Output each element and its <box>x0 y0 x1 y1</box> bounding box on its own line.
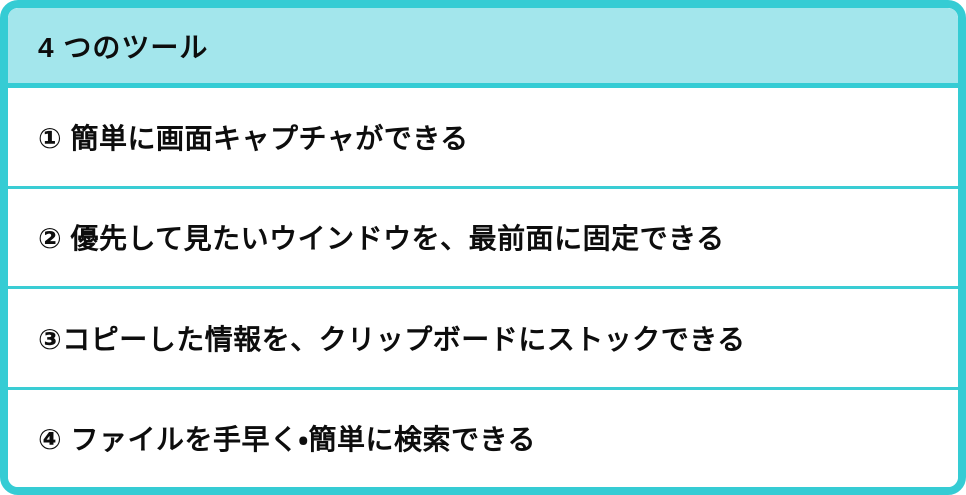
tool-row: ① 簡単に画面キャプチャができる <box>8 88 958 186</box>
card-title: 4 つのツール <box>38 31 209 63</box>
tool-row: ② 優先して見たいウインドウを、最前面に固定できる <box>8 185 958 286</box>
card-header: 4 つのツール <box>8 8 958 88</box>
tool-row-label: ② 優先して見たいウインドウを、最前面に固定できる <box>38 223 725 255</box>
tool-row-label: ③コピーした情報を、クリップボードにストックできる <box>38 323 746 355</box>
tool-rows: ① 簡単に画面キャプチャができる ② 優先して見たいウインドウを、最前面に固定で… <box>8 88 958 487</box>
tool-row-label: ① 簡単に画面キャプチャができる <box>38 122 469 154</box>
tool-row: ③コピーした情報を、クリップボードにストックできる <box>8 286 958 387</box>
tool-row-label: ④ ファイルを手早く・簡単に検索できる <box>38 424 536 456</box>
tool-row: ④ ファイルを手早く・簡単に検索できる <box>8 386 958 487</box>
